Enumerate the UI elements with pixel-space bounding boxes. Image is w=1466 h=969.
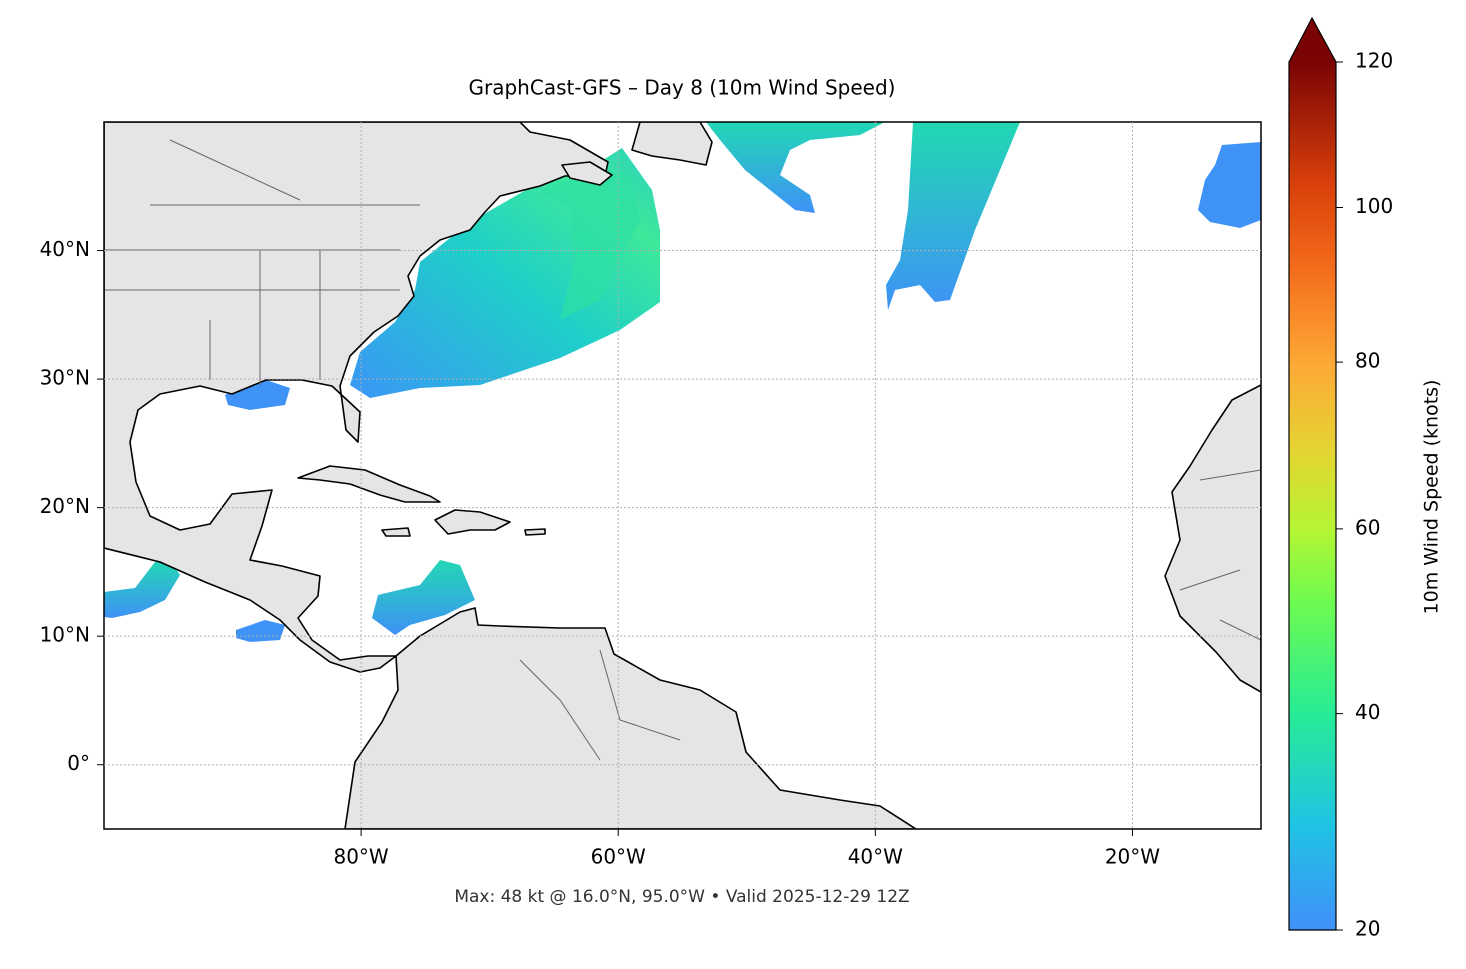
land: [381, 527, 411, 537]
colorbar-tick-label: 120: [1355, 49, 1393, 73]
colorbar-label: 10m Wind Speed (knots): [1421, 380, 1443, 615]
colorbar-frame: [1288, 16, 1337, 931]
land: [344, 607, 917, 829]
axes: 80°W 60°W 40°W 20°W 0° 10°N 20°N 30°N 40°N: [40, 122, 1261, 869]
land: [524, 528, 546, 536]
wind-field: [540, 170, 640, 320]
colorbar-extend: [1289, 18, 1336, 62]
wind-field: [1198, 142, 1261, 228]
y-tick-label: 30°N: [40, 366, 90, 390]
colorbar-axis: 20 40 60 80 100 120: [1336, 49, 1393, 941]
land: [561, 161, 613, 186]
land: [434, 509, 511, 535]
y-tick-label: 10°N: [40, 623, 90, 647]
wind-field: [372, 560, 475, 635]
colorbar-tick-label: 100: [1355, 194, 1393, 218]
wind-field: [706, 122, 885, 213]
land: [631, 122, 713, 166]
y-tick-label: 0°: [67, 751, 90, 775]
land: [104, 122, 609, 673]
colorbar: [1289, 62, 1336, 930]
colorbar-tick-label: 80: [1355, 349, 1380, 373]
plot-frame: [103, 121, 1262, 830]
colorbar-tick-label: 40: [1355, 700, 1380, 724]
wind-field: [236, 620, 285, 642]
border: [104, 139, 1261, 761]
colorbar-tick-label: 20: [1355, 917, 1380, 941]
x-tick-label: 80°W: [333, 845, 388, 869]
y-tick-label: 20°N: [40, 494, 90, 518]
wind-field: [886, 122, 1020, 310]
title: GraphCast-GFS – Day 8 (10m Wind Speed): [469, 76, 896, 100]
map: [104, 122, 1261, 829]
footer: Max: 48 kt @ 16.0°N, 95.0°W • Valid 2025…: [454, 887, 909, 907]
colorbar-tick-label: 60: [1355, 515, 1380, 539]
x-tick-label: 60°W: [591, 845, 646, 869]
x-tick-label: 40°W: [848, 845, 903, 869]
wind-field: [225, 378, 290, 410]
land: [297, 465, 441, 503]
land: [1164, 384, 1261, 693]
wind-field: [104, 560, 180, 618]
x-tick-label: 20°W: [1105, 845, 1160, 869]
y-tick-label: 40°N: [40, 237, 90, 261]
